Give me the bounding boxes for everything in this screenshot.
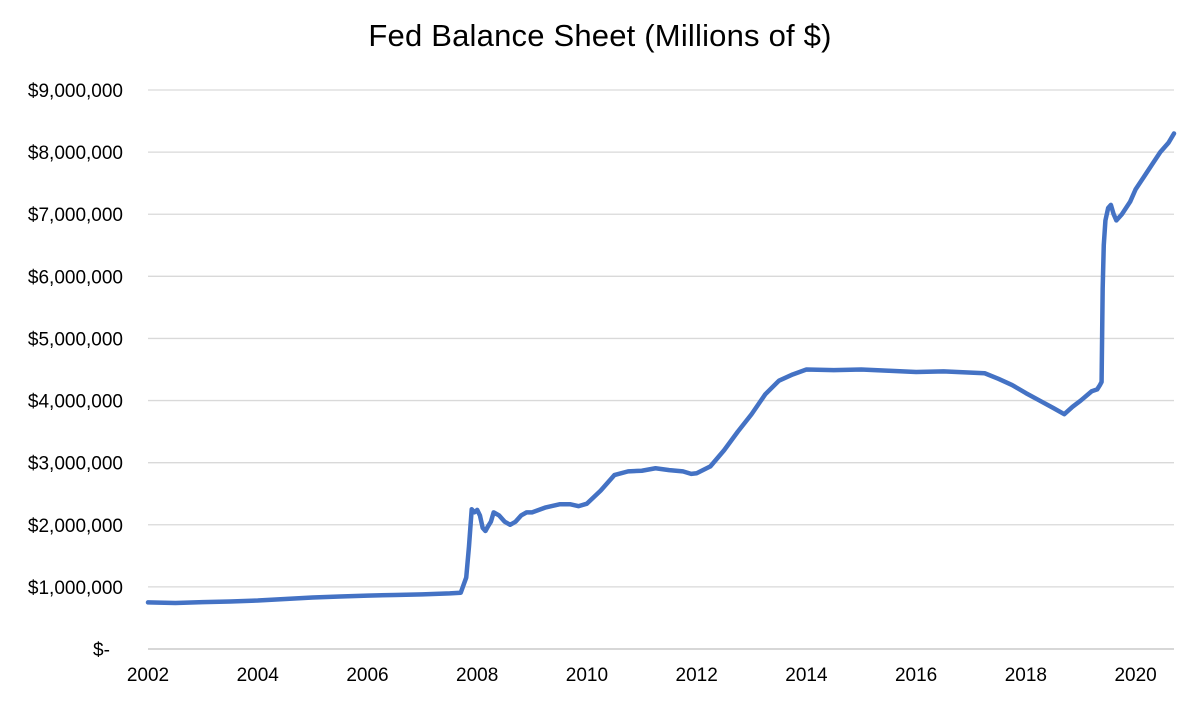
y-tick-label: $4,000,000 xyxy=(28,392,123,413)
x-tick-label: 2006 xyxy=(346,665,388,686)
y-tick-label: $6,000,000 xyxy=(28,267,123,288)
x-tick-label: 2002 xyxy=(127,665,169,686)
y-tick-label: $7,000,000 xyxy=(28,205,123,226)
x-tick-label: 2012 xyxy=(676,665,718,686)
y-tick-label: $3,000,000 xyxy=(28,454,123,475)
x-axis-tick-labels: 2002 2004 2006 2008 2010 2012 2014 2016 2018 2020 xyxy=(127,665,1157,686)
x-tick-label: 2004 xyxy=(237,665,280,686)
x-tick-label: 2020 xyxy=(1114,665,1156,686)
x-tick-label: 2014 xyxy=(785,665,828,686)
chart-title: Fed Balance Sheet (Millions of $) xyxy=(368,18,832,53)
y-tick-label: $- xyxy=(93,640,110,661)
x-tick-label: 2018 xyxy=(1005,665,1047,686)
y-tick-label: $9,000,000 xyxy=(28,81,123,102)
series-line xyxy=(145,131,1177,606)
series xyxy=(145,131,1177,606)
y-tick-label: $8,000,000 xyxy=(28,143,123,164)
gridlines xyxy=(148,89,1174,588)
y-tick-label: $1,000,000 xyxy=(28,578,123,599)
x-tick-label: 2016 xyxy=(895,665,937,686)
y-tick-label: $2,000,000 xyxy=(28,516,123,537)
y-tick-label: $5,000,000 xyxy=(28,329,123,350)
x-tick-label: 2008 xyxy=(456,665,498,686)
x-tick-label: 2010 xyxy=(566,665,608,686)
y-axis-tick-labels: $- $1,000,000 $2,000,000 $3,000,000 $4,000,0… xyxy=(28,81,123,661)
